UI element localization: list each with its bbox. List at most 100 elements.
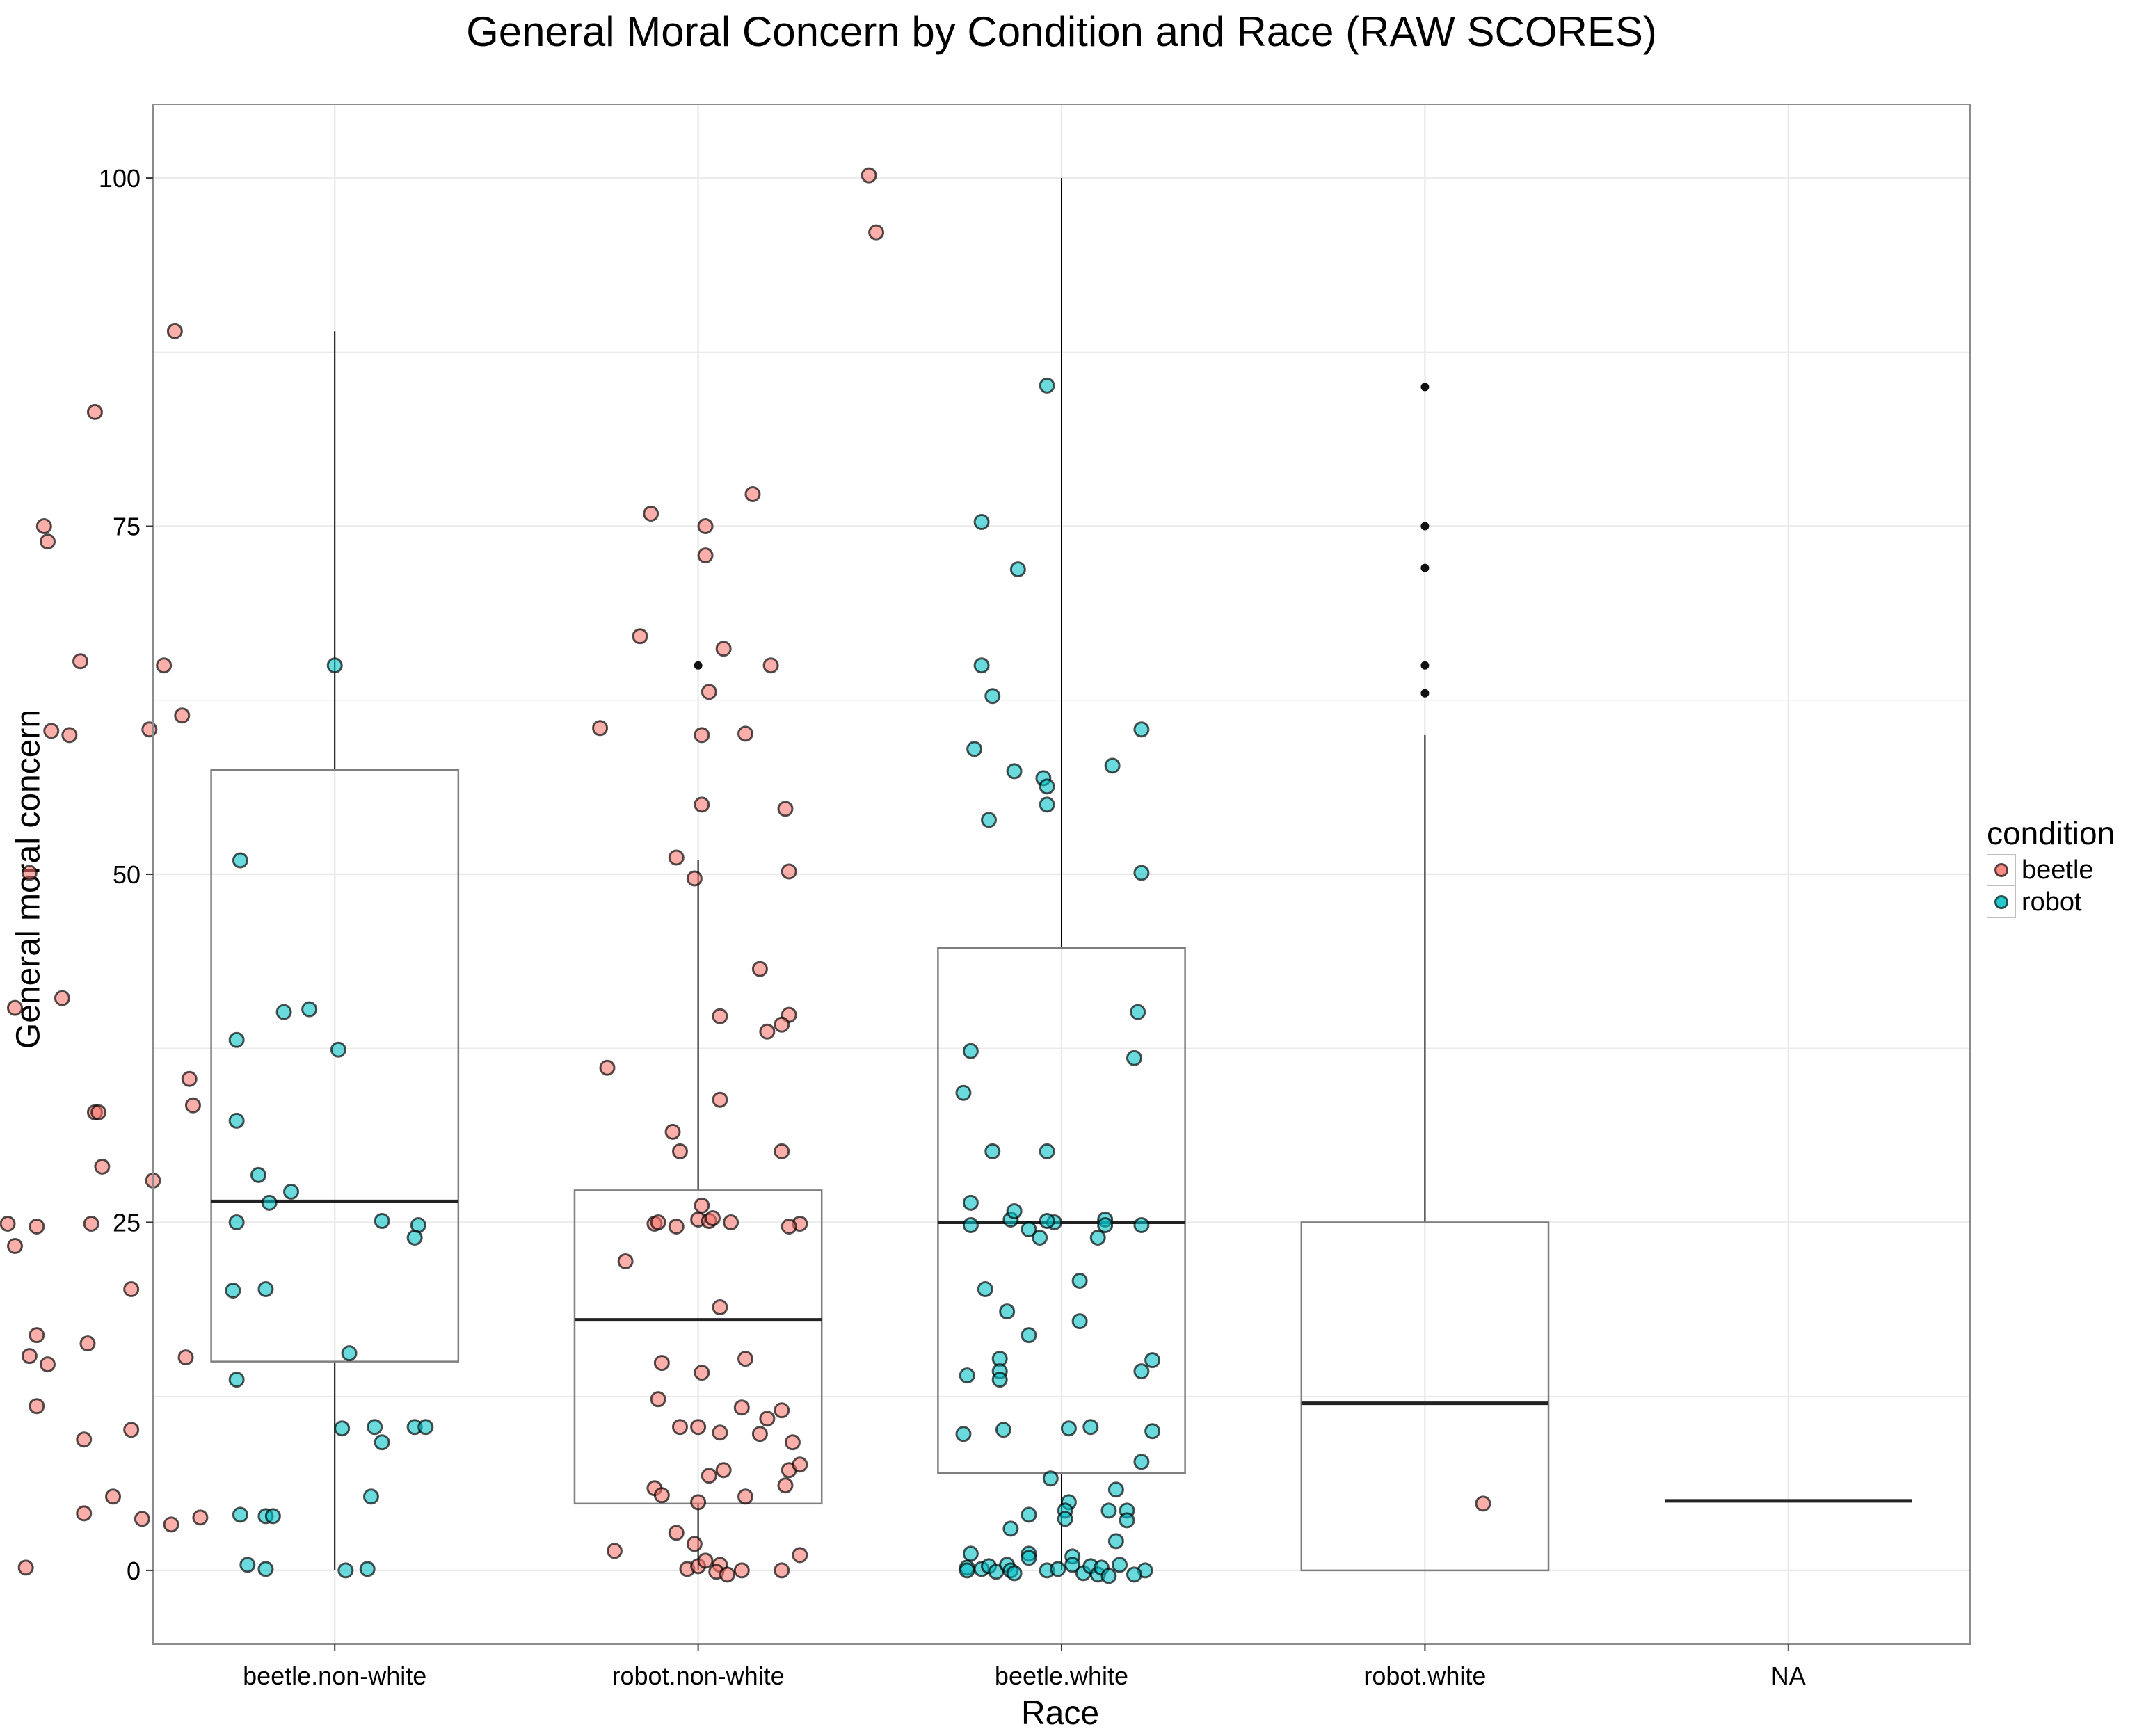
point-beetle (751, 1426, 768, 1442)
point-beetle (668, 1218, 685, 1235)
point-robot (1009, 561, 1026, 578)
point-beetle (737, 1488, 754, 1505)
point-beetle (83, 1215, 99, 1232)
point-beetle (29, 1398, 45, 1415)
point-beetle (653, 1487, 670, 1504)
x-tick-label: robot.non-white (612, 1662, 785, 1690)
point-robot (1107, 1533, 1124, 1550)
point-beetle (686, 870, 703, 887)
outlier-point (694, 661, 703, 670)
point-beetle (868, 224, 885, 241)
point-beetle (72, 653, 89, 670)
point-robot (257, 1281, 274, 1298)
point-robot (1064, 1557, 1081, 1573)
point-robot (228, 1031, 245, 1048)
point-beetle (671, 1143, 688, 1159)
point-beetle (777, 1477, 794, 1494)
point-robot (1050, 1561, 1066, 1577)
point-beetle (6, 999, 23, 1016)
y-tick-label: 75 (113, 513, 141, 541)
point-beetle (697, 518, 714, 535)
point-robot (959, 1562, 975, 1579)
point-beetle (715, 641, 732, 657)
point-beetle (690, 1494, 707, 1511)
point-robot (1133, 1363, 1150, 1380)
point-beetle (737, 725, 754, 742)
box-iqr (1300, 1221, 1550, 1572)
point-beetle (123, 1281, 140, 1298)
point-beetle (17, 1559, 34, 1576)
point-robot (1021, 1550, 1037, 1566)
point-beetle (719, 1566, 735, 1583)
legend-dot-beetle (1994, 863, 2008, 877)
point-robot (1071, 1273, 1088, 1289)
point-beetle (701, 1468, 717, 1484)
point-robot (1133, 865, 1150, 881)
point-beetle (134, 1511, 150, 1527)
point-robot (1039, 1143, 1055, 1159)
point-beetle (21, 1348, 38, 1365)
legend-key-beetle (1987, 854, 2016, 886)
y-tick-label: 100 (99, 164, 141, 193)
point-robot (228, 1372, 245, 1388)
point-beetle (632, 628, 648, 645)
point-robot (1130, 1004, 1146, 1020)
point-robot (1144, 1352, 1161, 1369)
point-robot (257, 1561, 274, 1577)
point-beetle (712, 1299, 728, 1316)
point-beetle (21, 865, 38, 881)
axes: 0 25 50 75 100 beetle.non-white robot.non-whit… (99, 164, 1806, 1690)
point-robot (1071, 1313, 1088, 1330)
point-beetle (774, 1143, 790, 1159)
point-robot (1006, 1203, 1023, 1219)
point-robot (984, 688, 1001, 705)
outlier-point (1420, 522, 1430, 531)
point-beetle (781, 1218, 797, 1235)
point-robot (239, 1557, 256, 1573)
point-robot (962, 1043, 979, 1059)
point-robot (1089, 1229, 1106, 1246)
point-robot (973, 657, 990, 674)
point-robot (1133, 1216, 1150, 1233)
point-beetle (40, 533, 56, 550)
point-beetle (777, 801, 794, 817)
box-robot.white (1300, 383, 1550, 1572)
point-robot (1039, 1212, 1055, 1229)
point-robot (228, 1112, 245, 1129)
point-robot (1082, 1419, 1099, 1436)
x-tick-label: robot.white (1363, 1662, 1486, 1690)
point-beetle (774, 1402, 790, 1419)
point-beetle (690, 1419, 707, 1436)
point-robot (984, 1143, 1001, 1159)
point-beetle (35, 518, 52, 535)
point-robot (374, 1434, 390, 1451)
outlier-point (1420, 563, 1430, 572)
box-iqr (210, 769, 460, 1363)
point-beetle (79, 1335, 96, 1352)
point-robot (1039, 778, 1055, 795)
point-beetle (1475, 1495, 1491, 1512)
point-beetle (123, 1422, 140, 1438)
point-beetle (592, 720, 609, 737)
point-beetle (163, 1516, 179, 1533)
point-beetle (643, 506, 659, 522)
legend-label-robot: robot (2022, 887, 2082, 917)
point-beetle (668, 849, 685, 866)
y-tick-label: 25 (113, 1208, 141, 1237)
point-beetle (784, 1434, 801, 1451)
point-robot (330, 1041, 346, 1058)
point-beetle (650, 1391, 666, 1408)
legend: condition beetle robot (1987, 814, 2115, 918)
point-beetle (90, 1104, 107, 1120)
point-beetle (61, 727, 78, 744)
point-beetle (694, 1365, 710, 1381)
point-beetle (712, 1091, 728, 1108)
point-robot (367, 1419, 383, 1436)
point-beetle (653, 1355, 670, 1372)
point-beetle (94, 1158, 111, 1175)
point-robot (1057, 1511, 1073, 1527)
point-robot (955, 1426, 972, 1442)
point-beetle (694, 727, 710, 744)
legend-item-beetle: beetle (1987, 854, 2115, 886)
point-robot (1144, 1423, 1161, 1440)
